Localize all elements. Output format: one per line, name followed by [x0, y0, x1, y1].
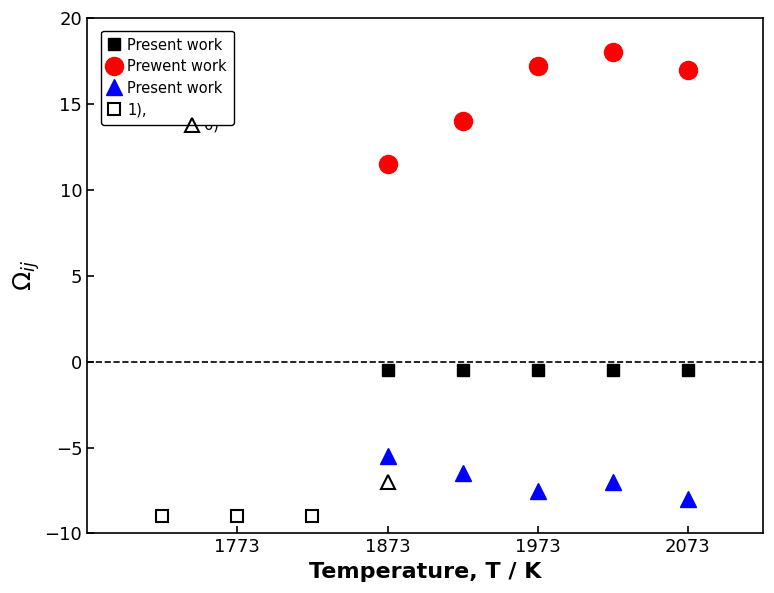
Text: 6): 6) [204, 117, 219, 132]
Text: $\Omega_{\mathrm{SiO2\!-\!CaO}}$: $\Omega_{\mathrm{SiO2\!-\!CaO}}$ [108, 90, 166, 104]
Text: $\Omega_{\mathrm{SiO2\!-\!CaO}}$: $\Omega_{\mathrm{SiO2\!-\!CaO}}$ [108, 91, 166, 106]
Text: $\Omega_{\mathrm{Al2O3\!-\!SiO2}}$: $\Omega_{\mathrm{Al2O3\!-\!SiO2}}$ [108, 37, 173, 52]
Text: $\Omega_{\mathrm{CaO\!-\!Al2O3}}$: $\Omega_{\mathrm{CaO\!-\!Al2O3}}$ [108, 64, 171, 79]
Y-axis label: $\Omega_{ij}$: $\Omega_{ij}$ [11, 260, 42, 291]
Legend: Present work, Prewent work, Present work, 1),: Present work, Prewent work, Present work… [101, 31, 235, 125]
Text: $\Omega_{\mathrm{CaO\!-\!Al2O3}}$: $\Omega_{\mathrm{CaO\!-\!Al2O3}}$ [108, 63, 171, 78]
X-axis label: Temperature, T / K: Temperature, T / K [309, 562, 541, 582]
Text: $\Omega_{\mathrm{Al2O3\!-\!SiO2}}$: $\Omega_{\mathrm{Al2O3\!-\!SiO2}}$ [108, 37, 173, 52]
